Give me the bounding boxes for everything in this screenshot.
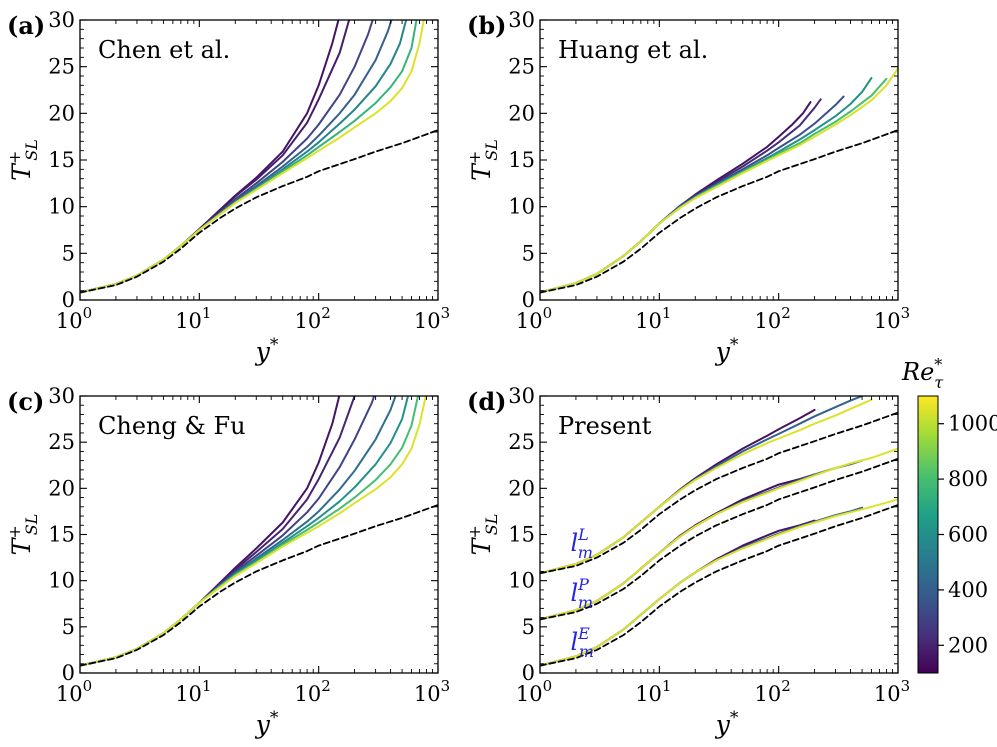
x-axis-label: y* — [715, 708, 739, 739]
chart-panel-b: 0 5 10 15 20 25 30 100 101 102 103 y* T+SL (b) Huang e… — [465, 8, 910, 366]
chart-panel-c: 0 5 10 15 20 25 30 100 101 102 103 y* T+SL (c) Cheng &… — [5, 384, 450, 739]
x-tick-label: 102 — [755, 677, 791, 706]
panel-title: Huang et al. — [558, 36, 708, 64]
y-tick-label: 0 — [522, 661, 535, 685]
y-axis-label: T+SL — [5, 514, 41, 556]
colorbar-label-sup: * — [934, 355, 942, 374]
panel-letter: (c) — [7, 387, 44, 416]
series-line — [540, 101, 812, 294]
x-tick-label: 100 — [516, 677, 552, 706]
reference-line — [540, 457, 898, 621]
x-tick-label: 101 — [175, 304, 211, 333]
series-line — [80, 396, 427, 667]
x-axis-label: y* — [255, 708, 279, 739]
colorbar-gradient — [917, 395, 939, 674]
series-line — [540, 67, 898, 294]
x-tick-label: 102 — [295, 304, 331, 333]
y-tick-label: 10 — [508, 569, 535, 593]
y-tick-label: 10 — [508, 195, 535, 219]
colorbar-tick-label: 600 — [948, 523, 988, 547]
panel-title: Chen et al. — [98, 36, 230, 64]
y-tick-label: 15 — [508, 148, 535, 172]
x-tick-label: 100 — [56, 304, 92, 333]
colorbar-tick-label: 400 — [948, 578, 988, 602]
y-tick-label: 25 — [508, 55, 535, 79]
chart-panel-a: 0 5 10 15 20 25 30 100 101 102 103 y* T+SL (a) Chen et… — [5, 8, 450, 366]
panel-title: Present — [558, 412, 652, 440]
y-axis-label: T+SL — [5, 139, 41, 181]
y-tick-label: 15 — [48, 148, 75, 172]
series-group — [540, 67, 898, 294]
y-axis-label: T+SL — [465, 514, 501, 556]
y-tick-label: 20 — [48, 476, 75, 500]
x-tick-label: 102 — [295, 677, 331, 706]
colorbar-tick-label: 800 — [948, 467, 988, 491]
colorbar-label: Re* τ — [901, 355, 944, 392]
y-tick-label: 30 — [508, 8, 535, 32]
x-tick-label: 103 — [874, 304, 910, 333]
reference-line — [80, 129, 438, 294]
reference-line — [540, 411, 898, 575]
y-axis-label: T+SL — [465, 139, 501, 181]
reference-line — [540, 504, 898, 667]
y-tick-label: 15 — [508, 523, 535, 547]
x-tick-label: 103 — [874, 677, 910, 706]
y-tick-label: 25 — [48, 55, 75, 79]
series-line — [540, 398, 873, 575]
y-tick-label: 0 — [62, 288, 75, 312]
curve-group-label: lE m — [570, 624, 594, 661]
x-tick-label: 100 — [56, 677, 92, 706]
curve-group-label: lP m — [570, 575, 593, 612]
x-axis-label: y* — [255, 335, 279, 366]
x-tick-label: 101 — [175, 677, 211, 706]
colorbar-label-sub: τ — [934, 373, 944, 392]
curve-group-label: lL m — [570, 525, 592, 562]
panel-letter: (b) — [467, 11, 507, 40]
colorbar-label-main: Re — [901, 358, 934, 386]
chart-panel-d: 0 5 10 15 20 25 30 100 101 102 103 y* T+SL (d) Present… — [465, 384, 910, 739]
y-tick-label: 5 — [62, 241, 75, 265]
x-tick-label: 100 — [516, 304, 552, 333]
series-line — [540, 498, 898, 667]
panel-letter: (a) — [7, 11, 45, 40]
x-tick-label: 101 — [635, 304, 671, 333]
reference-line — [540, 129, 898, 294]
panel-title: Cheng & Fu — [98, 412, 246, 440]
y-tick-label: 20 — [48, 101, 75, 125]
y-tick-label: 15 — [48, 523, 75, 547]
y-tick-label: 20 — [508, 101, 535, 125]
colorbar-tick-label: 1000 — [948, 412, 997, 436]
series-group — [80, 396, 438, 667]
y-tick-label: 25 — [508, 430, 535, 454]
panel-letter: (d) — [467, 387, 507, 416]
series-group — [80, 20, 438, 294]
y-tick-label: 30 — [48, 384, 75, 408]
x-axis-label: y* — [715, 335, 739, 366]
colorbar: 200 400 600 800 1000 Re* τ — [901, 355, 997, 674]
y-tick-label: 25 — [48, 430, 75, 454]
y-tick-label: 0 — [522, 288, 535, 312]
y-tick-label: 30 — [508, 384, 535, 408]
x-tick-label: 102 — [755, 304, 791, 333]
reference-line — [80, 504, 438, 667]
series-line — [540, 447, 898, 621]
y-tick-label: 10 — [48, 569, 75, 593]
y-tick-label: 20 — [508, 476, 535, 500]
x-tick-label: 103 — [414, 304, 450, 333]
x-tick-label: 101 — [635, 677, 671, 706]
series-line — [540, 76, 873, 294]
y-tick-label: 5 — [522, 615, 535, 639]
colorbar-tick-label: 200 — [948, 633, 988, 657]
y-tick-label: 10 — [48, 195, 75, 219]
y-tick-label: 0 — [62, 661, 75, 685]
series-line — [540, 98, 822, 294]
series-line — [80, 20, 425, 294]
x-tick-label: 103 — [414, 677, 450, 706]
y-tick-label: 5 — [62, 615, 75, 639]
y-tick-label: 30 — [48, 8, 75, 32]
series-group — [540, 396, 898, 667]
y-tick-label: 5 — [522, 241, 535, 265]
